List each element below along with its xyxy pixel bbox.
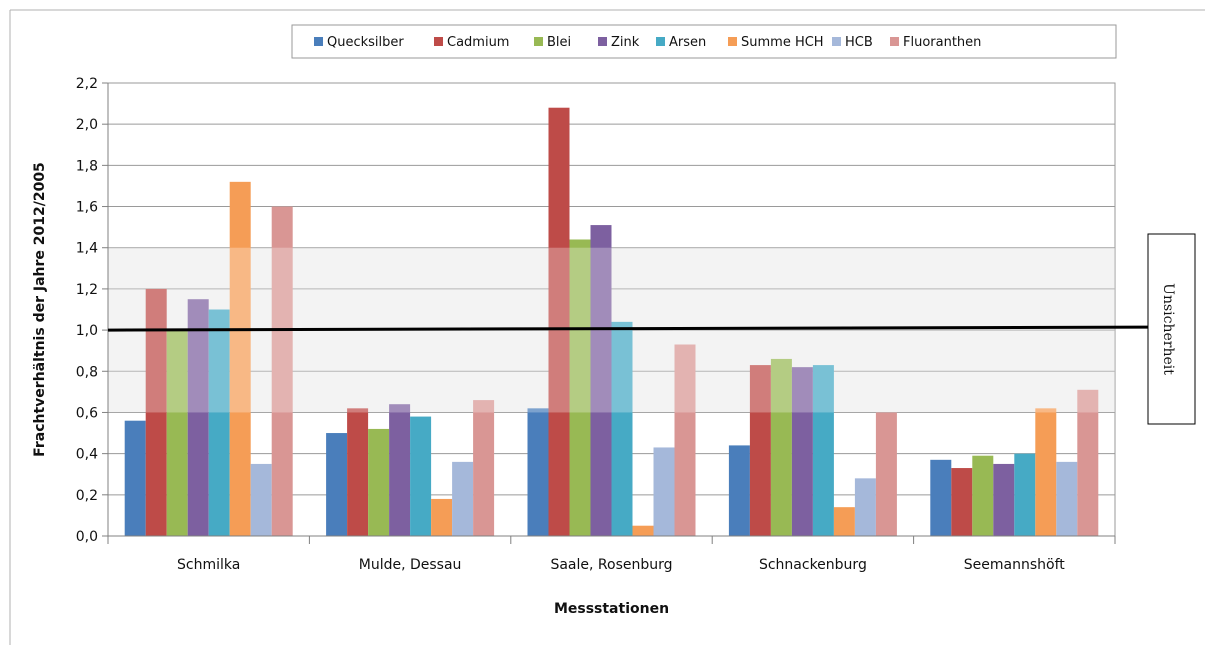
bar-hcb [452,461,474,536]
bar-fluoranthen [875,412,897,536]
y-axis-title: Frachtverhältnis der Jahre 2012/2005 [32,162,48,457]
reference-line [107,325,1149,332]
bar-hcb [250,463,272,536]
legend-swatch [598,37,607,46]
bar-hcb [854,478,876,536]
bar-fluoranthen [473,400,495,536]
legend-label: Fluoranthen [903,35,981,50]
bar-cadmium [347,408,369,536]
bar-quecksilber [527,408,549,536]
y-tick-label: 0,2 [76,488,98,504]
legend-swatch [728,37,737,46]
y-tick-label: 1,8 [76,158,98,174]
bar-blei [972,455,994,536]
x-tick-label: Seemannshöft [964,557,1065,573]
y-tick-label: 0,8 [76,364,98,380]
bar-arsen [410,416,432,536]
uncertainty-label-box [1147,233,1196,425]
legend-label: HCB [845,35,873,50]
legend-swatch [890,37,899,46]
bar-summe-hch [1035,408,1057,536]
legend-label: Blei [547,35,571,50]
bar-quecksilber [728,445,750,536]
legend-label: Cadmium [447,35,509,50]
y-tick-label: 1,4 [76,241,98,257]
bar-hcb [653,447,675,536]
y-tick-label: 0,6 [76,405,98,421]
legend-label: Summe HCH [741,35,824,50]
bar-zink [791,367,813,536]
bar-zink [590,225,612,536]
bar-fluoranthen [1077,389,1099,536]
bar-quecksilber [930,459,952,536]
legend-swatch [656,37,665,46]
legend-label: Arsen [669,35,706,50]
bar-arsen [611,321,633,536]
bar-arsen [1014,453,1036,536]
y-tick-label: 2,0 [76,117,98,133]
legend-swatch [434,37,443,46]
y-tick-label: 1,2 [76,282,98,298]
bar-zink [389,404,411,536]
x-tick-label: Saale, Rosenburg [550,557,672,573]
bar-zink [993,463,1015,536]
y-tick-label: 0,4 [76,447,98,463]
y-tick-label: 0,0 [76,529,98,545]
bar-cadmium [548,107,570,536]
bar-blei [770,358,792,536]
bar-cadmium [749,365,771,536]
bar-summe-hch [431,498,453,536]
x-tick-label: Mulde, Dessau [359,557,462,573]
bar-arsen [812,365,834,536]
legend-swatch [534,37,543,46]
bar-blei [569,239,591,536]
x-tick-label: Schmilka [177,557,240,573]
bar-summe-hch [833,507,855,536]
bar-fluoranthen [271,206,293,536]
bar-quecksilber [124,420,146,536]
uncertainty-label: Unsicherheit [1160,283,1176,375]
bar-cadmium [951,468,973,536]
bar-arsen [208,309,230,536]
legend-label: Zink [611,35,640,50]
bar-summe-hch [632,525,654,536]
bar-hcb [1056,461,1078,536]
x-axis-title: Messstationen [554,601,669,617]
bar-blei [166,330,188,536]
bar-summe-hch [229,181,251,536]
y-tick-label: 1,0 [76,323,98,339]
legend-swatch [314,37,323,46]
bar-fluoranthen [674,344,696,536]
y-tick-label: 2,2 [76,76,98,92]
bar-cadmium [145,288,167,536]
bar-quecksilber [326,433,348,536]
x-tick-label: Schnackenburg [759,557,867,573]
bar-blei [368,428,390,536]
y-tick-label: 1,6 [76,200,98,216]
legend-swatch [832,37,841,46]
legend-label: Quecksilber [327,35,404,50]
bar-zink [187,299,209,536]
legend-box [291,24,1117,59]
